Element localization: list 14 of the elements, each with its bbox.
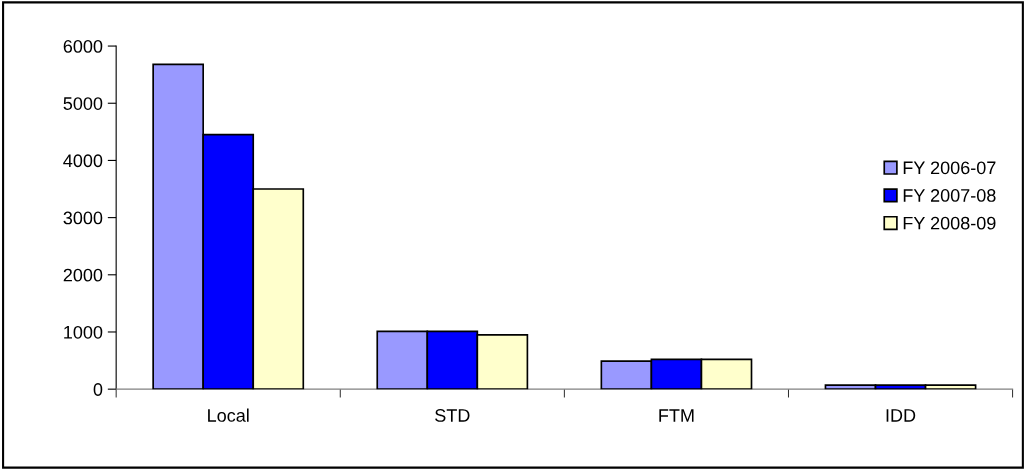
y-tick-label: 4000 <box>63 154 103 168</box>
legend-label: FY 2006-07 <box>903 161 996 175</box>
y-tick-label: 1000 <box>64 325 103 339</box>
x-tick-label: STD <box>435 409 470 422</box>
x-tick-label: FTM <box>659 409 694 422</box>
legend-label: FY 2007-08 <box>903 189 996 202</box>
x-tick-label: IDD <box>886 409 916 422</box>
x-tick-label: Local <box>208 408 249 422</box>
y-tick-label: 3000 <box>63 211 103 225</box>
y-tick-label: 5000 <box>63 97 103 110</box>
y-tick-label: 0 <box>93 383 103 396</box>
y-tick-label: 6000 <box>63 39 103 53</box>
y-tick-label: 2000 <box>63 268 103 282</box>
legend-label: FY 2008-09 <box>903 216 996 230</box>
